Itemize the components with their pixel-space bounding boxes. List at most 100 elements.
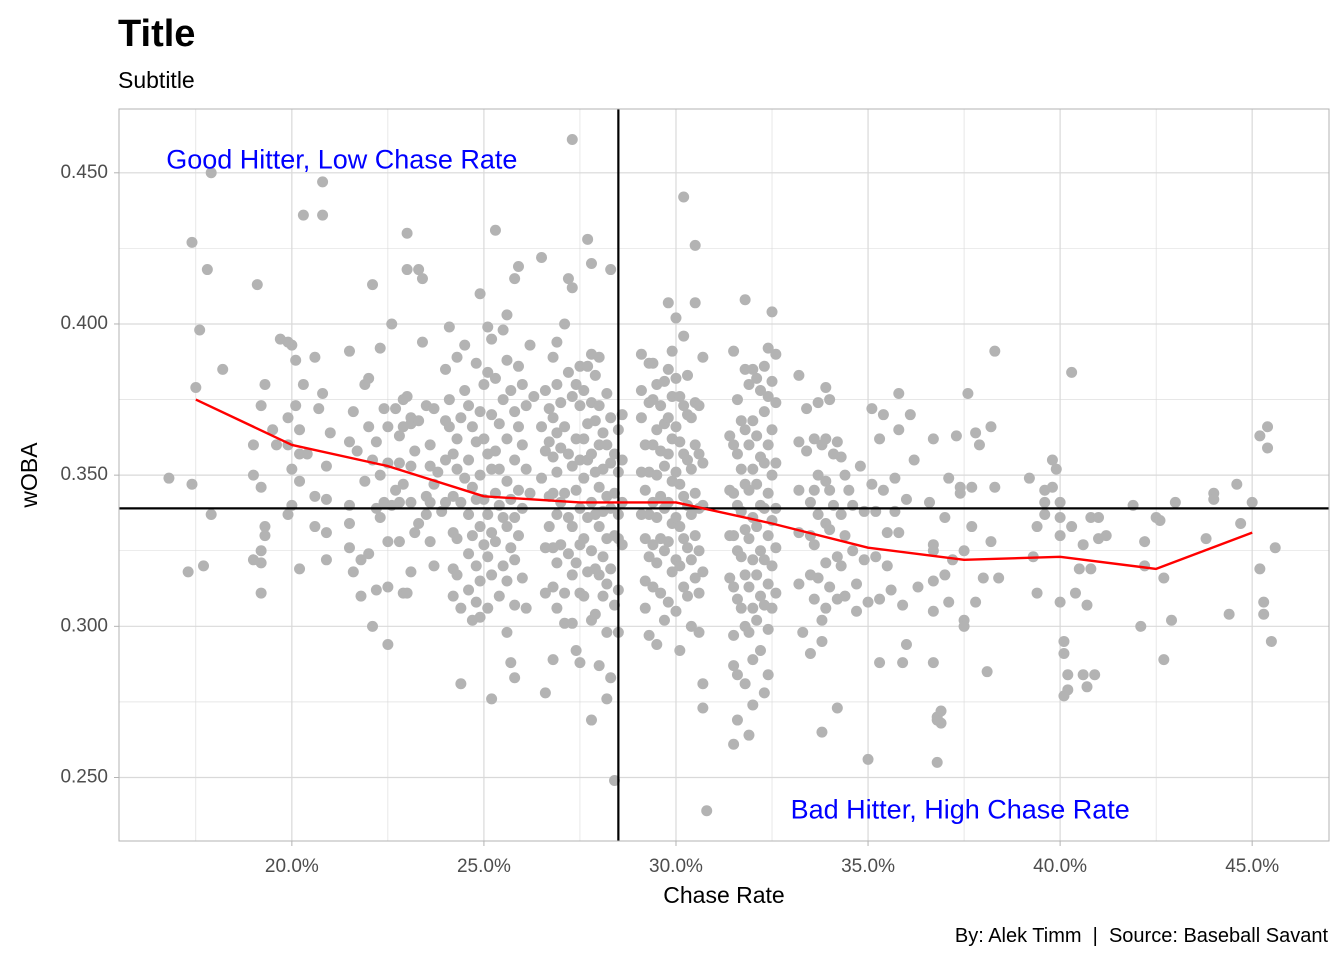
scatter-point	[1081, 681, 1093, 693]
scatter-point	[539, 384, 551, 396]
scatter-point	[374, 342, 386, 354]
scatter-point	[520, 400, 532, 412]
scatter-point	[605, 457, 617, 469]
scatter-point	[1254, 430, 1266, 442]
scatter-point	[816, 635, 828, 647]
scatter-point	[382, 638, 394, 650]
scatter-point	[1031, 521, 1043, 533]
scatter-point	[424, 460, 436, 472]
scatter-point	[451, 463, 463, 475]
scatter-point	[593, 439, 605, 451]
scatter-point	[935, 717, 947, 729]
scatter-point	[1050, 463, 1062, 475]
scatter-point	[186, 236, 198, 248]
scatter-point	[758, 406, 770, 418]
scatter-point	[432, 466, 444, 478]
scatter-point	[493, 590, 505, 602]
scatter-point	[397, 478, 409, 490]
scatter-point	[682, 542, 694, 554]
scatter-point	[662, 363, 674, 375]
scatter-point	[247, 554, 259, 566]
scatter-point	[474, 406, 486, 418]
scatter-point	[851, 578, 863, 590]
scatter-point	[685, 412, 697, 424]
scatter-point	[1077, 669, 1089, 681]
scatter-point	[574, 360, 586, 372]
scatter-point	[566, 134, 578, 146]
scatter-point	[674, 645, 686, 657]
annotation-label: Bad Hitter, High Chase Rate	[791, 794, 1130, 824]
scatter-point	[597, 463, 609, 475]
scatter-point	[585, 258, 597, 270]
scatter-point	[393, 457, 405, 469]
scatter-point	[509, 554, 521, 566]
scatter-point	[582, 233, 594, 245]
scatter-point	[1062, 684, 1074, 696]
scatter-point	[570, 378, 582, 390]
scatter-point	[1077, 539, 1089, 551]
scatter-point	[670, 372, 682, 384]
scatter-point	[401, 391, 413, 403]
scatter-point	[551, 602, 563, 614]
scatter-point	[386, 318, 398, 330]
scatter-point	[390, 484, 402, 496]
scatter-point	[762, 391, 774, 403]
scatter-point	[463, 454, 475, 466]
scatter-point	[1231, 478, 1243, 490]
scatter-point	[993, 572, 1005, 584]
scatter-point	[355, 590, 367, 602]
scatter-point	[877, 409, 889, 421]
scatter-point	[559, 487, 571, 499]
scatter-point	[574, 657, 586, 669]
scatter-point	[908, 454, 920, 466]
scatter-point	[893, 424, 905, 436]
scatter-point	[885, 584, 897, 596]
scatter-point	[662, 412, 674, 424]
scatter-point	[1039, 508, 1051, 520]
scatter-point	[812, 572, 824, 584]
scatter-point	[689, 239, 701, 251]
scatter-point	[282, 336, 294, 348]
scatter-point	[666, 391, 678, 403]
scatter-point	[543, 403, 555, 415]
scatter-point	[294, 563, 306, 575]
scatter-point	[267, 424, 279, 436]
scatter-point	[393, 536, 405, 548]
scatter-point	[309, 490, 321, 502]
trend-line	[195, 398, 1253, 571]
scatter-point	[451, 533, 463, 545]
scatter-point	[793, 436, 805, 448]
scatter-point	[317, 209, 329, 221]
scatter-point	[739, 294, 751, 306]
scatter-point	[601, 578, 613, 590]
scatter-point	[747, 554, 759, 566]
scatter-point	[743, 626, 755, 638]
scatter-point	[443, 394, 455, 406]
scatter-point	[593, 481, 605, 493]
scatter-point	[743, 439, 755, 451]
x-tick-label: 45.0%	[1225, 856, 1279, 877]
scatter-point	[739, 524, 751, 536]
scatter-point	[1258, 596, 1270, 608]
x-tick-label: 40.0%	[1033, 856, 1087, 877]
scatter-point	[1023, 472, 1035, 484]
scatter-point	[559, 318, 571, 330]
scatter-point	[551, 508, 563, 520]
scatter-point	[424, 536, 436, 548]
scatter-point	[247, 469, 259, 481]
scatter-point	[566, 569, 578, 581]
scatter-point	[297, 209, 309, 221]
scatter-point	[820, 602, 832, 614]
scatter-point	[578, 472, 590, 484]
scatter-point	[582, 360, 594, 372]
scatter-point	[566, 521, 578, 533]
scatter-point	[674, 521, 686, 533]
scatter-point	[904, 409, 916, 421]
scatter-point	[731, 448, 743, 460]
scatter-point	[724, 572, 736, 584]
scatter-point	[1054, 596, 1066, 608]
scatter-point	[751, 521, 763, 533]
scatter-point	[470, 560, 482, 572]
y-axis-title: wOBA	[16, 442, 42, 509]
scatter-point	[455, 496, 467, 508]
